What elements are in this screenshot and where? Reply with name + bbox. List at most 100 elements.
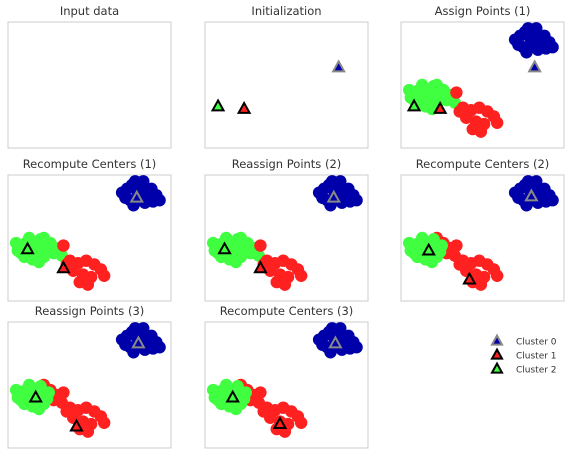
axes-frame: [400, 174, 565, 302]
panel-5: Reassign Points (2): [204, 157, 369, 302]
axes-frame: [7, 21, 172, 149]
cluster-center-2: [210, 98, 226, 112]
legend-label: Cluster 1: [516, 352, 557, 362]
cluster-center-2: [20, 241, 35, 255]
cluster-center-2: [225, 389, 240, 403]
panel-8: Recompute Centers (3): [204, 304, 369, 449]
data-point: [324, 346, 337, 359]
data-point: [219, 378, 233, 392]
cluster-center-1: [462, 271, 477, 285]
panel-7: Reassign Points (3): [7, 304, 172, 449]
data-point: [228, 249, 241, 262]
data-point: [127, 346, 140, 359]
data-point: [208, 391, 221, 404]
data-point: [60, 405, 73, 418]
panel-4: Recompute Centers (1): [7, 157, 172, 302]
data-point: [453, 258, 466, 271]
data-point: [97, 269, 111, 282]
data-point: [512, 38, 525, 51]
data-point: [424, 96, 437, 109]
cluster-center-1: [253, 260, 268, 274]
panel-2: Initialization: [204, 4, 369, 149]
data-point: [254, 386, 267, 399]
axes-frame: [7, 321, 172, 449]
cluster-center-1: [69, 418, 84, 432]
data-point: [153, 341, 166, 354]
axes-frame: [7, 174, 172, 302]
data-point: [450, 239, 463, 252]
cluster-center-0: [524, 188, 539, 202]
panel-6: Recompute Centers (2): [400, 157, 565, 302]
data-point: [153, 194, 166, 207]
data-point: [415, 78, 429, 92]
cluster-center-2: [217, 241, 232, 255]
panel-title: Recompute Centers (1): [23, 157, 157, 171]
data-point: [257, 405, 270, 418]
cluster-center-2: [421, 242, 436, 256]
data-point: [525, 28, 538, 41]
data-point: [427, 233, 440, 246]
cluster-center-0: [331, 59, 346, 73]
axes-frame: [204, 21, 369, 149]
panel-title: Initialization: [251, 4, 321, 18]
data-point: [490, 269, 504, 282]
panel-title: Input data: [60, 4, 119, 18]
cluster-center-1: [272, 416, 288, 430]
cluster-center-0: [328, 335, 343, 349]
data-point: [132, 328, 145, 341]
data-point: [427, 80, 440, 93]
panel-title: Assign Points (1): [435, 4, 531, 18]
data-point: [316, 338, 329, 351]
data-point: [450, 86, 463, 99]
data-point: [119, 191, 132, 204]
legend-marker-1: [490, 347, 504, 360]
data-point: [132, 181, 145, 194]
data-point: [474, 278, 488, 291]
data-point: [546, 194, 559, 207]
data-point: [57, 386, 70, 399]
axes-frame: [400, 21, 565, 149]
legend-marker-2: [490, 361, 504, 374]
data-point: [278, 278, 292, 291]
panel-title: Reassign Points (3): [35, 304, 145, 318]
cluster-center-1: [432, 100, 448, 114]
data-point: [512, 191, 525, 204]
panel-1: Input data: [7, 4, 172, 149]
data-point: [22, 231, 36, 245]
data-point: [329, 181, 342, 194]
data-point: [520, 199, 533, 212]
data-point: [329, 328, 342, 341]
data-point: [81, 278, 95, 291]
axes-frame: [204, 321, 369, 449]
legend-label: Cluster 2: [516, 366, 557, 376]
data-point: [231, 380, 244, 393]
axes-frame: [204, 174, 369, 302]
panel-title: Recompute Centers (2): [416, 157, 550, 171]
cluster-center-1: [56, 260, 71, 274]
cluster-center-0: [129, 189, 144, 203]
data-point: [22, 378, 36, 392]
data-point: [34, 380, 47, 393]
legend-label: Cluster 0: [516, 338, 557, 348]
data-point: [119, 338, 132, 351]
data-point: [294, 416, 308, 429]
data-point: [294, 269, 308, 282]
data-point: [404, 244, 417, 257]
cluster-center-2: [406, 98, 422, 112]
panel-title: Reassign Points (2): [232, 157, 342, 171]
data-point: [474, 125, 488, 138]
data-point: [254, 239, 267, 252]
data-point: [97, 416, 111, 429]
data-point: [520, 46, 533, 59]
data-point: [231, 233, 244, 246]
cluster-center-0: [527, 59, 542, 73]
cluster-center-0: [326, 189, 341, 203]
data-point: [490, 116, 504, 129]
data-point: [546, 41, 559, 54]
data-point: [316, 191, 329, 204]
data-point: [525, 181, 538, 194]
panel-3: Assign Points (1): [400, 4, 565, 149]
data-point: [11, 391, 24, 404]
data-point: [31, 249, 44, 262]
